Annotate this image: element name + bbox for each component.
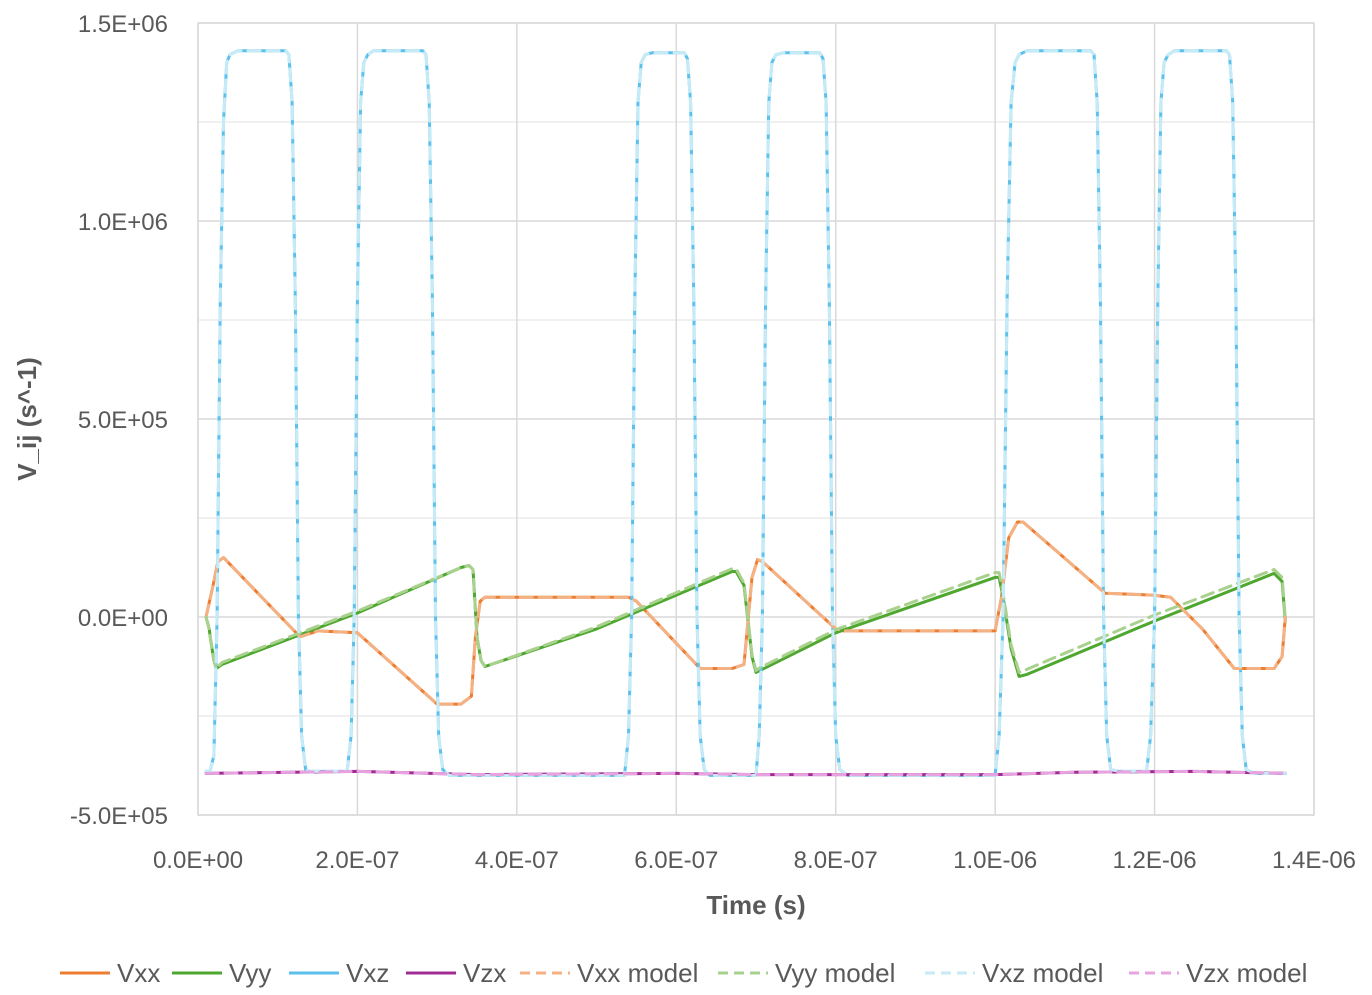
series-line-vxx-model: [204, 520, 1287, 706]
y-axis-title: V_ij (s^-1): [12, 357, 42, 481]
x-tick-label: 1.0E-06: [953, 847, 1037, 874]
x-tick-label: 8.0E-07: [794, 847, 878, 874]
grid-lines: [197, 22, 1315, 816]
y-tick-label: 1.5E+06: [78, 11, 168, 38]
legend-label-vxx-model: Vxx model: [577, 958, 698, 988]
legend-label-vzx: Vzx: [463, 958, 506, 988]
legend-label-vyy: Vyy: [229, 958, 271, 988]
series-line-vxz: [204, 49, 1287, 777]
legend-label-vyy-model: Vyy model: [775, 958, 895, 988]
legend-label-vxz: Vxz: [346, 958, 389, 988]
series-line-vzx-model: [204, 769, 1287, 777]
x-tick-label: 1.2E-06: [1113, 847, 1197, 874]
x-tick-label: 4.0E-07: [475, 847, 559, 874]
x-tick-label: 6.0E-07: [634, 847, 718, 874]
legend: Vxx Vyy Vxz Vzx Vxx model Vyy model Vxz model V…: [60, 958, 1307, 988]
x-tick-label: 1.4E-06: [1272, 847, 1356, 874]
legend-label-vzx-model: Vzx model: [1186, 958, 1307, 988]
y-tick-label: 5.0E+05: [78, 407, 168, 434]
legend-label-vxz-model: Vxz model: [982, 958, 1103, 988]
x-tick-label: 2.0E-07: [315, 847, 399, 874]
x-tick-label: 0.0E+00: [153, 847, 243, 874]
series-layer: [204, 49, 1287, 777]
y-tick-label: -5.0E+05: [70, 803, 168, 830]
y-tick-label: 1.0E+06: [78, 209, 168, 236]
series-line-vyy-model: [204, 564, 1287, 674]
x-axis-ticks: 0.0E+00 2.0E-07 4.0E-07 6.0E-07 8.0E-07 1.0E-…: [153, 847, 1356, 874]
series-line-vxz-model: [204, 49, 1287, 777]
legend-label-vxx: Vxx: [117, 958, 160, 988]
y-tick-label: 0.0E+00: [78, 605, 168, 632]
plot-area-frame: [197, 22, 1315, 816]
y-axis-ticks: -5.0E+05 0.0E+00 5.0E+05 1.0E+06 1.5E+06: [70, 11, 168, 830]
x-axis-title: Time (s): [706, 890, 805, 920]
